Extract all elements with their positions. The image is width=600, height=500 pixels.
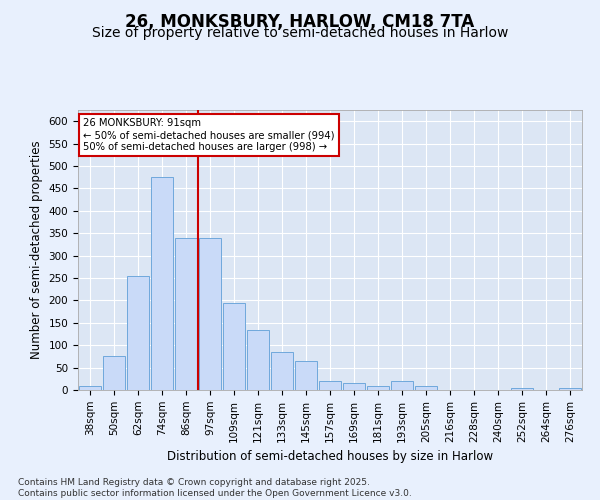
Bar xyxy=(559,388,581,390)
Bar xyxy=(511,388,533,390)
Text: Contains HM Land Registry data © Crown copyright and database right 2025.
Contai: Contains HM Land Registry data © Crown c… xyxy=(18,478,412,498)
Bar xyxy=(103,356,125,390)
Bar xyxy=(79,386,101,390)
Bar xyxy=(199,238,221,390)
Bar xyxy=(271,352,293,390)
Bar xyxy=(151,177,173,390)
Bar xyxy=(343,384,365,390)
Bar xyxy=(127,276,149,390)
Bar xyxy=(367,386,389,390)
X-axis label: Distribution of semi-detached houses by size in Harlow: Distribution of semi-detached houses by … xyxy=(167,450,493,463)
Text: Size of property relative to semi-detached houses in Harlow: Size of property relative to semi-detach… xyxy=(92,26,508,40)
Y-axis label: Number of semi-detached properties: Number of semi-detached properties xyxy=(30,140,43,360)
Bar xyxy=(175,238,197,390)
Bar xyxy=(415,386,437,390)
Text: 26 MONKSBURY: 91sqm
← 50% of semi-detached houses are smaller (994)
50% of semi-: 26 MONKSBURY: 91sqm ← 50% of semi-detach… xyxy=(83,118,335,152)
Bar xyxy=(319,381,341,390)
Bar xyxy=(295,361,317,390)
Bar xyxy=(223,302,245,390)
Bar xyxy=(391,381,413,390)
Bar xyxy=(247,330,269,390)
Text: 26, MONKSBURY, HARLOW, CM18 7TA: 26, MONKSBURY, HARLOW, CM18 7TA xyxy=(125,12,475,30)
